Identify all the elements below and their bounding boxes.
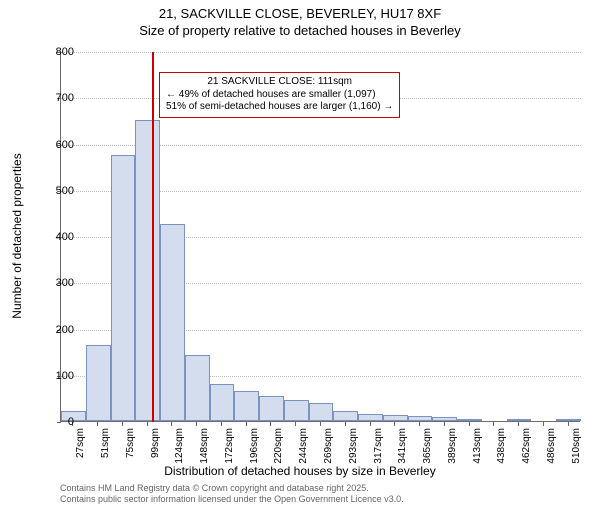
ytick-label: 200 bbox=[44, 324, 74, 336]
xtick-label: 293sqm bbox=[348, 428, 359, 464]
chart-title-main: 21, SACKVILLE CLOSE, BEVERLEY, HU17 8XF bbox=[0, 6, 600, 21]
chart-container: 21, SACKVILLE CLOSE, BEVERLEY, HU17 8XF … bbox=[0, 6, 600, 506]
xtick-mark bbox=[444, 422, 445, 426]
histogram-bar bbox=[111, 155, 136, 421]
histogram-bar bbox=[185, 355, 210, 421]
xtick-mark bbox=[394, 422, 395, 426]
xtick-label: 196sqm bbox=[249, 428, 260, 464]
xtick-label: 413sqm bbox=[472, 428, 483, 464]
histogram-bar bbox=[135, 120, 160, 421]
xtick-mark bbox=[246, 422, 247, 426]
xtick-mark bbox=[345, 422, 346, 426]
plot-area: 21 SACKVILLE CLOSE: 111sqm← 49% of detac… bbox=[60, 52, 580, 422]
ytick-label: 800 bbox=[44, 46, 74, 58]
ytick-label: 400 bbox=[44, 231, 74, 243]
histogram-bar bbox=[86, 345, 111, 421]
x-axis-label: Distribution of detached houses by size … bbox=[0, 464, 600, 478]
chart-area: 21 SACKVILLE CLOSE: 111sqm← 49% of detac… bbox=[60, 52, 580, 422]
ytick-label: 500 bbox=[44, 185, 74, 197]
ytick-label: 700 bbox=[44, 92, 74, 104]
xtick-label: 148sqm bbox=[199, 428, 210, 464]
ytick-label: 300 bbox=[44, 277, 74, 289]
xtick-mark bbox=[469, 422, 470, 426]
xtick-label: 27sqm bbox=[75, 428, 86, 458]
xtick-label: 438sqm bbox=[496, 428, 507, 464]
xtick-mark bbox=[122, 422, 123, 426]
xtick-mark bbox=[295, 422, 296, 426]
xtick-label: 365sqm bbox=[422, 428, 433, 464]
histogram-bar bbox=[333, 411, 358, 421]
property-marker-line bbox=[152, 52, 154, 422]
xtick-label: 486sqm bbox=[546, 428, 557, 464]
xtick-label: 317sqm bbox=[373, 428, 384, 464]
annotation-line: ← 49% of detached houses are smaller (1,… bbox=[166, 89, 393, 102]
histogram-bar bbox=[160, 224, 185, 421]
histogram-bar bbox=[507, 419, 532, 421]
xtick-label: 341sqm bbox=[397, 428, 408, 464]
xtick-mark bbox=[147, 422, 148, 426]
xtick-mark bbox=[196, 422, 197, 426]
copyright-text: Contains HM Land Registry data © Crown c… bbox=[60, 483, 404, 504]
gridline bbox=[61, 52, 581, 53]
xtick-mark bbox=[568, 422, 569, 426]
histogram-bar bbox=[408, 416, 433, 421]
annotation-line: 21 SACKVILLE CLOSE: 111sqm bbox=[166, 76, 393, 89]
xtick-mark bbox=[97, 422, 98, 426]
histogram-bar bbox=[556, 419, 581, 421]
histogram-bar bbox=[234, 391, 259, 421]
histogram-bar bbox=[309, 403, 334, 421]
histogram-bar bbox=[259, 396, 284, 421]
annotation-box: 21 SACKVILLE CLOSE: 111sqm← 49% of detac… bbox=[159, 72, 400, 118]
copyright-line-1: Contains HM Land Registry data © Crown c… bbox=[60, 483, 404, 493]
xtick-label: 124sqm bbox=[174, 428, 185, 464]
xtick-mark bbox=[518, 422, 519, 426]
histogram-bar bbox=[383, 415, 408, 421]
y-axis-label: Number of detached properties bbox=[10, 153, 24, 318]
xtick-label: 172sqm bbox=[224, 428, 235, 464]
histogram-bar bbox=[457, 419, 482, 421]
xtick-mark bbox=[543, 422, 544, 426]
ytick-label: 0 bbox=[44, 416, 74, 428]
xtick-label: 244sqm bbox=[298, 428, 309, 464]
xtick-mark bbox=[270, 422, 271, 426]
chart-title-sub: Size of property relative to detached ho… bbox=[0, 23, 600, 38]
xtick-label: 510sqm bbox=[571, 428, 582, 464]
histogram-bar bbox=[284, 400, 309, 421]
xtick-mark bbox=[493, 422, 494, 426]
xtick-label: 220sqm bbox=[273, 428, 284, 464]
xtick-mark bbox=[320, 422, 321, 426]
xtick-mark bbox=[171, 422, 172, 426]
xtick-mark bbox=[370, 422, 371, 426]
xtick-label: 269sqm bbox=[323, 428, 334, 464]
ytick-label: 600 bbox=[44, 139, 74, 151]
xtick-label: 75sqm bbox=[125, 428, 136, 458]
histogram-bar bbox=[432, 417, 457, 421]
copyright-line-2: Contains public sector information licen… bbox=[60, 494, 404, 504]
ytick-label: 100 bbox=[44, 370, 74, 382]
histogram-bar bbox=[210, 384, 235, 421]
histogram-bar bbox=[358, 414, 383, 421]
annotation-line: 51% of semi-detached houses are larger (… bbox=[166, 101, 393, 114]
xtick-label: 51sqm bbox=[100, 428, 111, 458]
xtick-label: 389sqm bbox=[447, 428, 458, 464]
xtick-mark bbox=[419, 422, 420, 426]
xtick-label: 462sqm bbox=[521, 428, 532, 464]
xtick-label: 99sqm bbox=[150, 428, 161, 458]
xtick-mark bbox=[221, 422, 222, 426]
